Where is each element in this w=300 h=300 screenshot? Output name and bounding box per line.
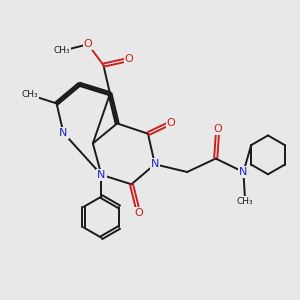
Text: O: O	[167, 118, 175, 128]
Text: CH₃: CH₃	[22, 90, 38, 99]
Text: N: N	[59, 128, 68, 138]
Text: CH₃: CH₃	[237, 197, 254, 206]
Text: O: O	[125, 54, 134, 64]
Text: N: N	[97, 170, 106, 180]
Text: O: O	[84, 39, 92, 49]
Text: N: N	[239, 167, 248, 177]
Text: O: O	[134, 208, 143, 218]
Text: CH₃: CH₃	[54, 46, 70, 56]
Text: O: O	[213, 124, 222, 134]
Text: N: N	[151, 159, 159, 169]
